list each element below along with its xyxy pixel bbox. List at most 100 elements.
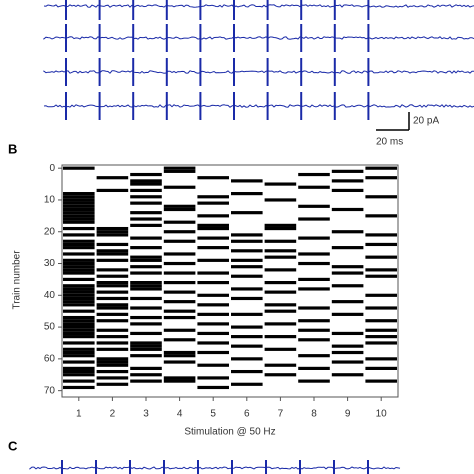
x-axis-label: Stimulation @ 50 Hz — [184, 427, 275, 438]
response-bar — [63, 385, 95, 390]
response-bar — [197, 226, 229, 231]
trace — [43, 70, 474, 74]
response-bar — [197, 236, 229, 240]
response-bar — [96, 284, 129, 288]
x-tick-label: 4 — [177, 409, 183, 420]
response-bar — [163, 281, 196, 285]
y-tick-label: 70 — [44, 385, 56, 396]
response-bar — [96, 360, 129, 364]
response-bar — [231, 179, 263, 183]
response-bar — [298, 236, 330, 240]
response-bar — [63, 347, 95, 351]
response-bar — [63, 195, 95, 199]
response-bar — [197, 312, 229, 316]
response-bar — [163, 300, 196, 304]
y-tick-label: 10 — [44, 195, 56, 206]
response-bar — [63, 246, 95, 250]
response-bar — [231, 274, 263, 278]
response-bar — [63, 214, 95, 218]
response-bar — [130, 287, 162, 291]
response-bar — [130, 188, 162, 193]
response-bar — [365, 176, 397, 180]
response-bar — [197, 281, 229, 285]
response-bar — [163, 360, 196, 364]
response-bar — [197, 258, 229, 262]
response-bar — [130, 306, 162, 310]
response-bar — [130, 344, 162, 348]
response-bar — [163, 185, 196, 189]
response-bar — [365, 341, 397, 345]
response-bar — [130, 172, 162, 177]
response-bar — [163, 166, 196, 170]
response-bar — [365, 306, 397, 310]
response-bar — [331, 207, 364, 212]
response-bar — [130, 179, 162, 183]
response-bar — [298, 366, 330, 370]
response-bar — [130, 341, 162, 345]
response-bar — [63, 211, 95, 215]
response-bar — [63, 166, 95, 170]
response-bar — [63, 366, 95, 370]
x-tick-label: 8 — [311, 409, 317, 420]
trace — [43, 104, 474, 108]
response-bar — [197, 246, 229, 250]
response-bar — [365, 166, 397, 170]
response-bar — [298, 261, 330, 266]
response-bar — [197, 201, 229, 205]
response-bar — [130, 258, 162, 262]
response-bar — [96, 357, 129, 361]
y-axis-label: Train number — [12, 250, 23, 310]
response-bar — [365, 335, 397, 339]
response-bar — [130, 322, 162, 326]
response-bar — [331, 284, 364, 288]
response-bar — [264, 223, 297, 227]
response-bar — [96, 281, 129, 285]
response-bar — [163, 290, 196, 294]
response-bar — [63, 271, 95, 275]
response-bar — [231, 357, 263, 361]
response-bar — [264, 290, 297, 294]
response-bar — [231, 369, 263, 374]
response-bar — [130, 223, 162, 227]
response-bar — [130, 217, 162, 221]
response-bar — [365, 328, 397, 332]
response-bar — [96, 188, 129, 193]
response-bar — [63, 226, 95, 231]
y-tick-label: 30 — [44, 258, 56, 269]
response-bar — [96, 303, 129, 307]
response-bar — [331, 179, 364, 183]
response-bar — [365, 214, 397, 218]
response-bar — [365, 242, 397, 247]
response-bar — [197, 214, 229, 218]
response-bar — [96, 176, 129, 180]
response-bar — [63, 252, 95, 256]
response-bar — [365, 255, 397, 259]
response-bar — [163, 230, 196, 234]
response-bar — [63, 268, 95, 272]
response-bar — [63, 192, 95, 196]
response-bar — [163, 252, 196, 256]
response-bar — [231, 233, 263, 237]
x-tick-label: 1 — [76, 409, 82, 420]
response-bar — [197, 376, 229, 380]
response-bar — [96, 347, 129, 351]
response-bar — [63, 277, 95, 281]
response-bar — [96, 341, 129, 345]
response-bar — [298, 287, 330, 291]
response-bar — [63, 319, 95, 323]
response-bar — [197, 176, 229, 180]
response-bar — [264, 363, 297, 367]
response-bar — [264, 198, 297, 202]
y-tick-label: 20 — [44, 226, 56, 237]
response-bar — [163, 376, 196, 380]
response-bar — [331, 350, 364, 355]
response-bar — [96, 268, 129, 272]
response-bar — [298, 204, 330, 208]
response-bar — [63, 373, 95, 377]
x-tick-label: 2 — [110, 409, 116, 420]
response-bar — [63, 287, 95, 291]
response-bar — [163, 261, 196, 266]
response-bar — [163, 271, 196, 275]
response-bar — [264, 268, 297, 272]
